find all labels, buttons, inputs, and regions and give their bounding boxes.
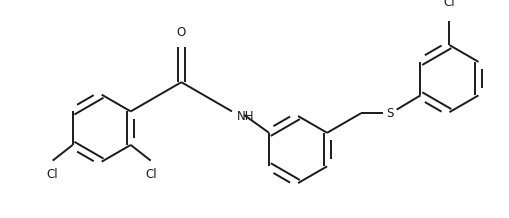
- Text: S: S: [385, 107, 392, 120]
- Text: Cl: Cl: [443, 0, 455, 9]
- Text: Cl: Cl: [46, 169, 58, 181]
- Text: NH: NH: [237, 110, 254, 123]
- Text: Cl: Cl: [145, 169, 157, 181]
- Text: O: O: [177, 26, 186, 39]
